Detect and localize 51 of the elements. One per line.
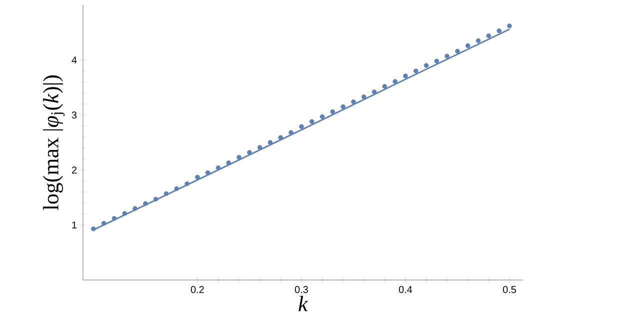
point (424, 63, 429, 68)
point (226, 160, 232, 166)
x-tick-label: 0.4 (398, 286, 412, 294)
point (205, 170, 210, 176)
y-tick-label: 3 (72, 111, 77, 119)
point (361, 94, 366, 100)
point (413, 68, 418, 74)
point (122, 211, 128, 216)
point (434, 58, 440, 64)
point (268, 140, 273, 145)
point (320, 114, 325, 120)
point (299, 124, 304, 129)
y-tick-label: 4 (72, 56, 77, 64)
y-tick-label: 2 (72, 166, 76, 174)
x-tick-label: 0.3 (294, 286, 308, 294)
x-tick-label: 0.5 (502, 286, 516, 294)
point (278, 135, 284, 140)
point (174, 186, 180, 192)
point (112, 216, 117, 221)
point (101, 220, 106, 226)
point (455, 48, 460, 54)
point (257, 145, 262, 150)
point (91, 226, 96, 232)
point (247, 150, 252, 155)
point (372, 90, 377, 94)
point (476, 38, 481, 44)
x-tick-label: 0.2 (190, 286, 204, 294)
point (236, 154, 242, 160)
point (351, 99, 356, 104)
point (496, 28, 502, 34)
point (392, 79, 398, 84)
point (184, 181, 190, 186)
point (164, 191, 169, 196)
point (465, 43, 470, 48)
point (195, 174, 200, 180)
point (309, 119, 314, 124)
point (216, 165, 221, 170)
x-axis-title: k (298, 296, 308, 312)
point (132, 206, 138, 211)
point (444, 54, 450, 59)
y-axis-title: log(max |φ$_{j}$(k)|) (43, 75, 65, 210)
point (143, 201, 148, 206)
point (486, 33, 492, 38)
point (153, 196, 158, 202)
point (507, 24, 512, 28)
point (288, 130, 294, 135)
point (340, 104, 346, 110)
point (403, 74, 408, 78)
point (330, 109, 336, 114)
y-tick-label: 1 (72, 222, 77, 228)
point (382, 84, 388, 89)
